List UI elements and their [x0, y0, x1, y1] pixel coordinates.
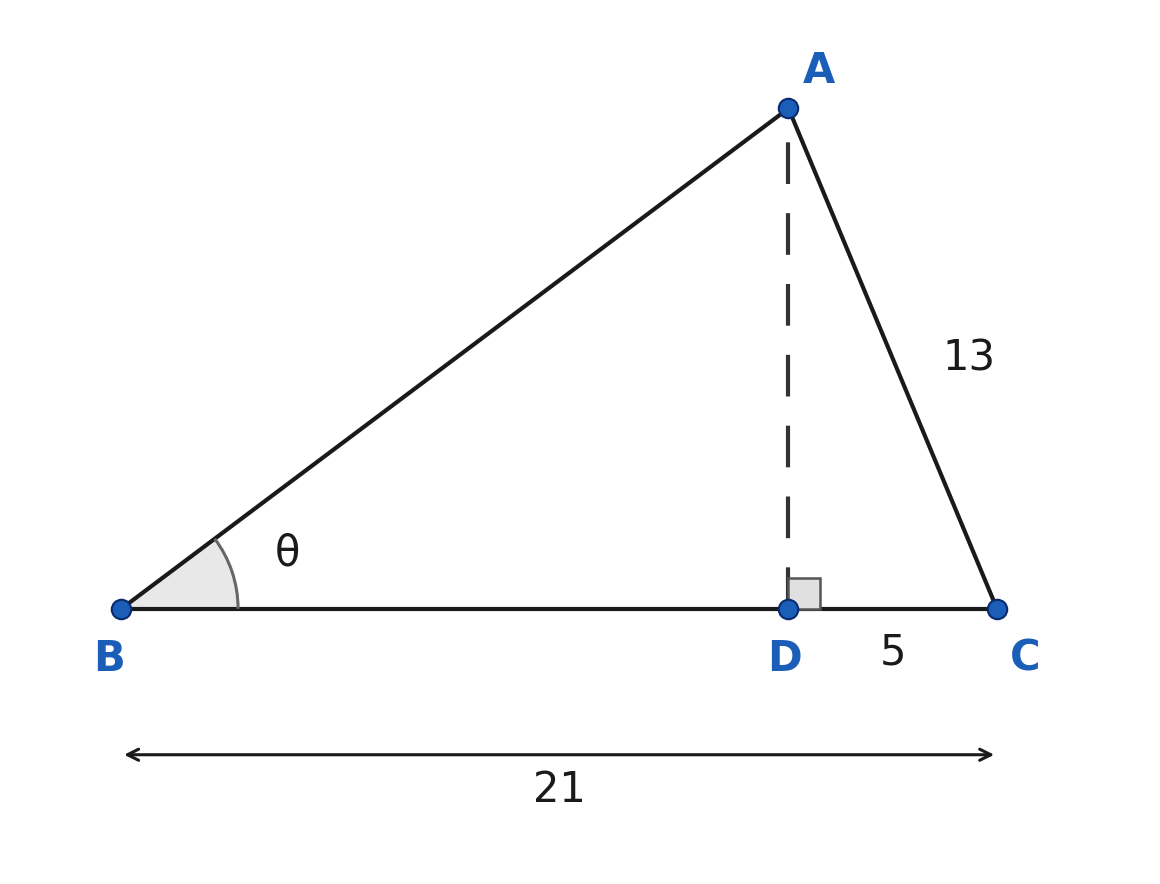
Text: 5: 5 [879, 632, 906, 674]
Text: C: C [1009, 638, 1041, 680]
Text: B: B [93, 638, 124, 680]
Bar [789, 577, 820, 609]
Text: A: A [803, 50, 835, 92]
Text: θ: θ [275, 532, 300, 575]
Text: 13: 13 [943, 338, 996, 379]
Text: 21: 21 [532, 769, 586, 812]
Wedge shape [122, 538, 238, 609]
Text: D: D [767, 638, 802, 680]
